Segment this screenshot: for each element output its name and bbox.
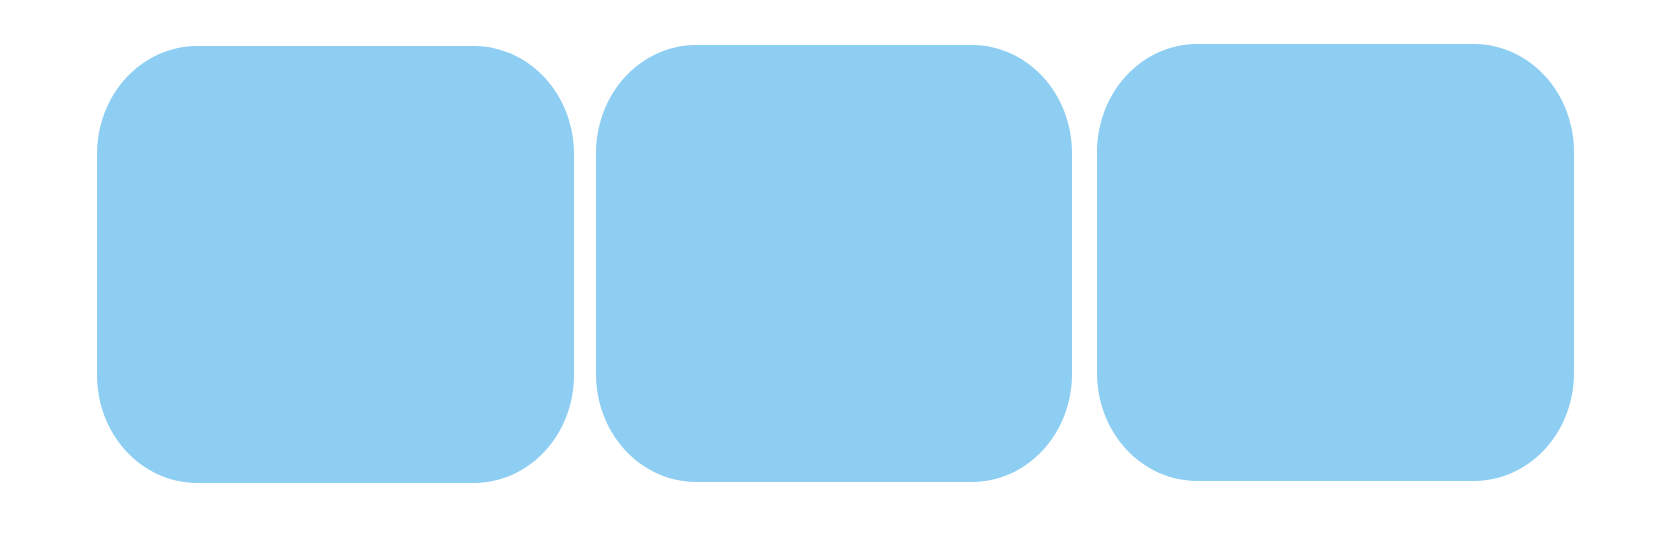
rounded-tile-3 [1097, 44, 1574, 481]
rounded-tile-1 [97, 46, 574, 483]
rounded-tile-2 [596, 45, 1072, 482]
